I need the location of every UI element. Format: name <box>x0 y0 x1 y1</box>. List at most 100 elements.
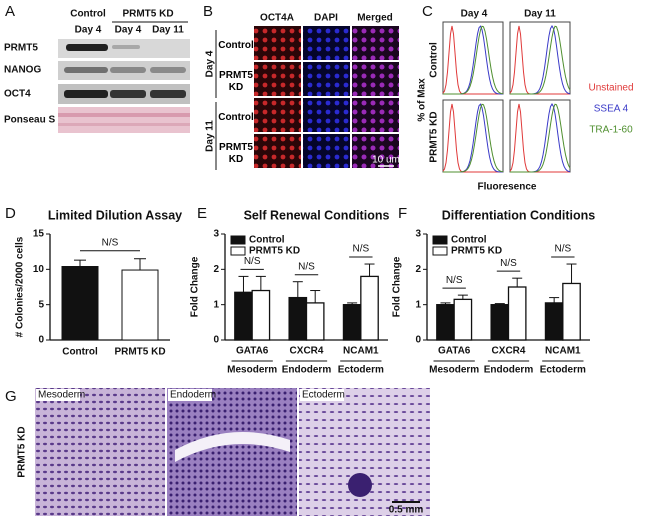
blot-group: PRMT5 KD <box>122 9 173 20</box>
blot-band <box>110 90 146 98</box>
panel-letter: D <box>5 205 16 222</box>
bar <box>436 304 455 341</box>
blot-band <box>64 67 108 73</box>
x-tick-label: NCAM1 <box>545 346 581 357</box>
micrograph <box>352 98 399 132</box>
blot-band <box>64 90 108 98</box>
histology-label: Endoderm <box>170 390 216 401</box>
blot-row-label: PRMT5 <box>4 43 38 54</box>
panel-letter: F <box>398 205 407 222</box>
blot-lane: Day 4 <box>75 25 102 36</box>
group-label: Mesoderm <box>429 365 479 376</box>
significance-label: N/S <box>244 256 261 267</box>
blot-band <box>112 45 140 49</box>
blot-group: Control <box>70 9 106 20</box>
chart-title: Limited Dilution Assay <box>48 208 182 222</box>
y-tick-label: 10 <box>33 264 45 275</box>
micrograph <box>352 134 399 168</box>
flow-y-label: % of Max <box>417 78 428 122</box>
y-tick-label: 2 <box>415 264 421 275</box>
scale-bar-label: 0.5 mm <box>389 505 424 516</box>
legend-label: Control <box>451 235 487 246</box>
ponceau-band <box>58 113 190 117</box>
x-tick-label: NCAM1 <box>343 346 379 357</box>
x-tick-label: PRMT5 KD <box>114 347 165 358</box>
blot-band <box>110 67 146 73</box>
histogram <box>510 103 571 173</box>
bar <box>288 296 308 341</box>
legend-label: Control <box>249 235 285 246</box>
micrograph <box>352 62 399 96</box>
flow-plot <box>509 99 571 173</box>
flow-x-label: Fluoresence <box>478 182 537 193</box>
scale-bar-label: 10 um <box>372 155 400 166</box>
micrograph <box>303 134 350 168</box>
histogram <box>509 103 570 173</box>
ponceau-band <box>58 123 190 126</box>
y-tick-label: 1 <box>213 299 219 310</box>
histogram <box>443 25 504 95</box>
group-label: Endoderm <box>484 365 534 376</box>
bar <box>234 291 253 341</box>
flow-row-label: Control <box>429 42 440 78</box>
timepoint-label: Day 4 <box>205 50 216 77</box>
y-tick-label: 3 <box>213 229 219 240</box>
bar <box>507 286 527 341</box>
legend-swatch <box>432 235 448 245</box>
x-tick-label: Control <box>62 347 98 358</box>
y-tick-label: 1 <box>415 299 421 310</box>
y-tick-label: 0 <box>38 335 44 346</box>
image-column-label: DAPI <box>314 13 338 24</box>
panel-letter: A <box>5 3 15 20</box>
image-column-label: OCT4A <box>260 13 294 24</box>
lumen <box>175 432 290 462</box>
micrograph <box>303 62 350 96</box>
legend-label: SSEA 4 <box>594 104 629 115</box>
flow-row-label: PRMT5 KD <box>429 111 440 162</box>
significance-label: N/S <box>554 244 571 255</box>
bar <box>61 266 99 341</box>
group-label: Ectoderm <box>540 365 586 376</box>
x-tick-label: GATA6 <box>438 346 471 357</box>
label-box <box>300 389 344 401</box>
micrograph <box>254 98 301 132</box>
image-row-label: PRMT5 KD <box>219 70 253 93</box>
significance-label: N/S <box>500 258 517 269</box>
legend-label: PRMT5 KD <box>249 246 300 257</box>
micrograph <box>303 26 350 60</box>
histogram <box>442 25 503 95</box>
y-tick-label: 15 <box>33 229 45 240</box>
histology-image <box>299 388 430 516</box>
blot-row-label: OCT4 <box>4 89 31 100</box>
significance-label: N/S <box>446 275 463 286</box>
group-label: Ectoderm <box>338 365 384 376</box>
flow-timepoint: Day 11 <box>524 9 556 20</box>
bar <box>562 282 581 341</box>
panel-letter: C <box>422 3 433 20</box>
y-axis-label: Fold Change <box>392 256 403 317</box>
flow-plot <box>509 21 571 95</box>
micrograph <box>303 98 350 132</box>
histogram <box>510 25 571 95</box>
bar <box>490 304 510 341</box>
blot-band <box>66 44 108 51</box>
blot-row-label: NANOG <box>4 65 41 76</box>
y-tick-label: 3 <box>415 229 421 240</box>
x-tick-label: CXCR4 <box>492 346 526 357</box>
blot-row-label: Ponseau S <box>4 115 55 126</box>
timepoint-label: Day 11 <box>205 120 216 152</box>
bar <box>121 269 159 341</box>
y-tick-label: 5 <box>38 299 44 310</box>
histology-label: Ectoderm <box>302 390 345 401</box>
legend-swatch <box>230 235 246 245</box>
micrograph <box>352 26 399 60</box>
blot-band <box>150 67 186 73</box>
y-axis-label: # Colonies/2000 cells <box>15 236 26 337</box>
image-row-label: Control <box>218 40 254 51</box>
bar <box>360 275 379 341</box>
panel-letter: E <box>197 205 207 222</box>
micrograph <box>254 26 301 60</box>
legend-swatch <box>432 246 448 256</box>
